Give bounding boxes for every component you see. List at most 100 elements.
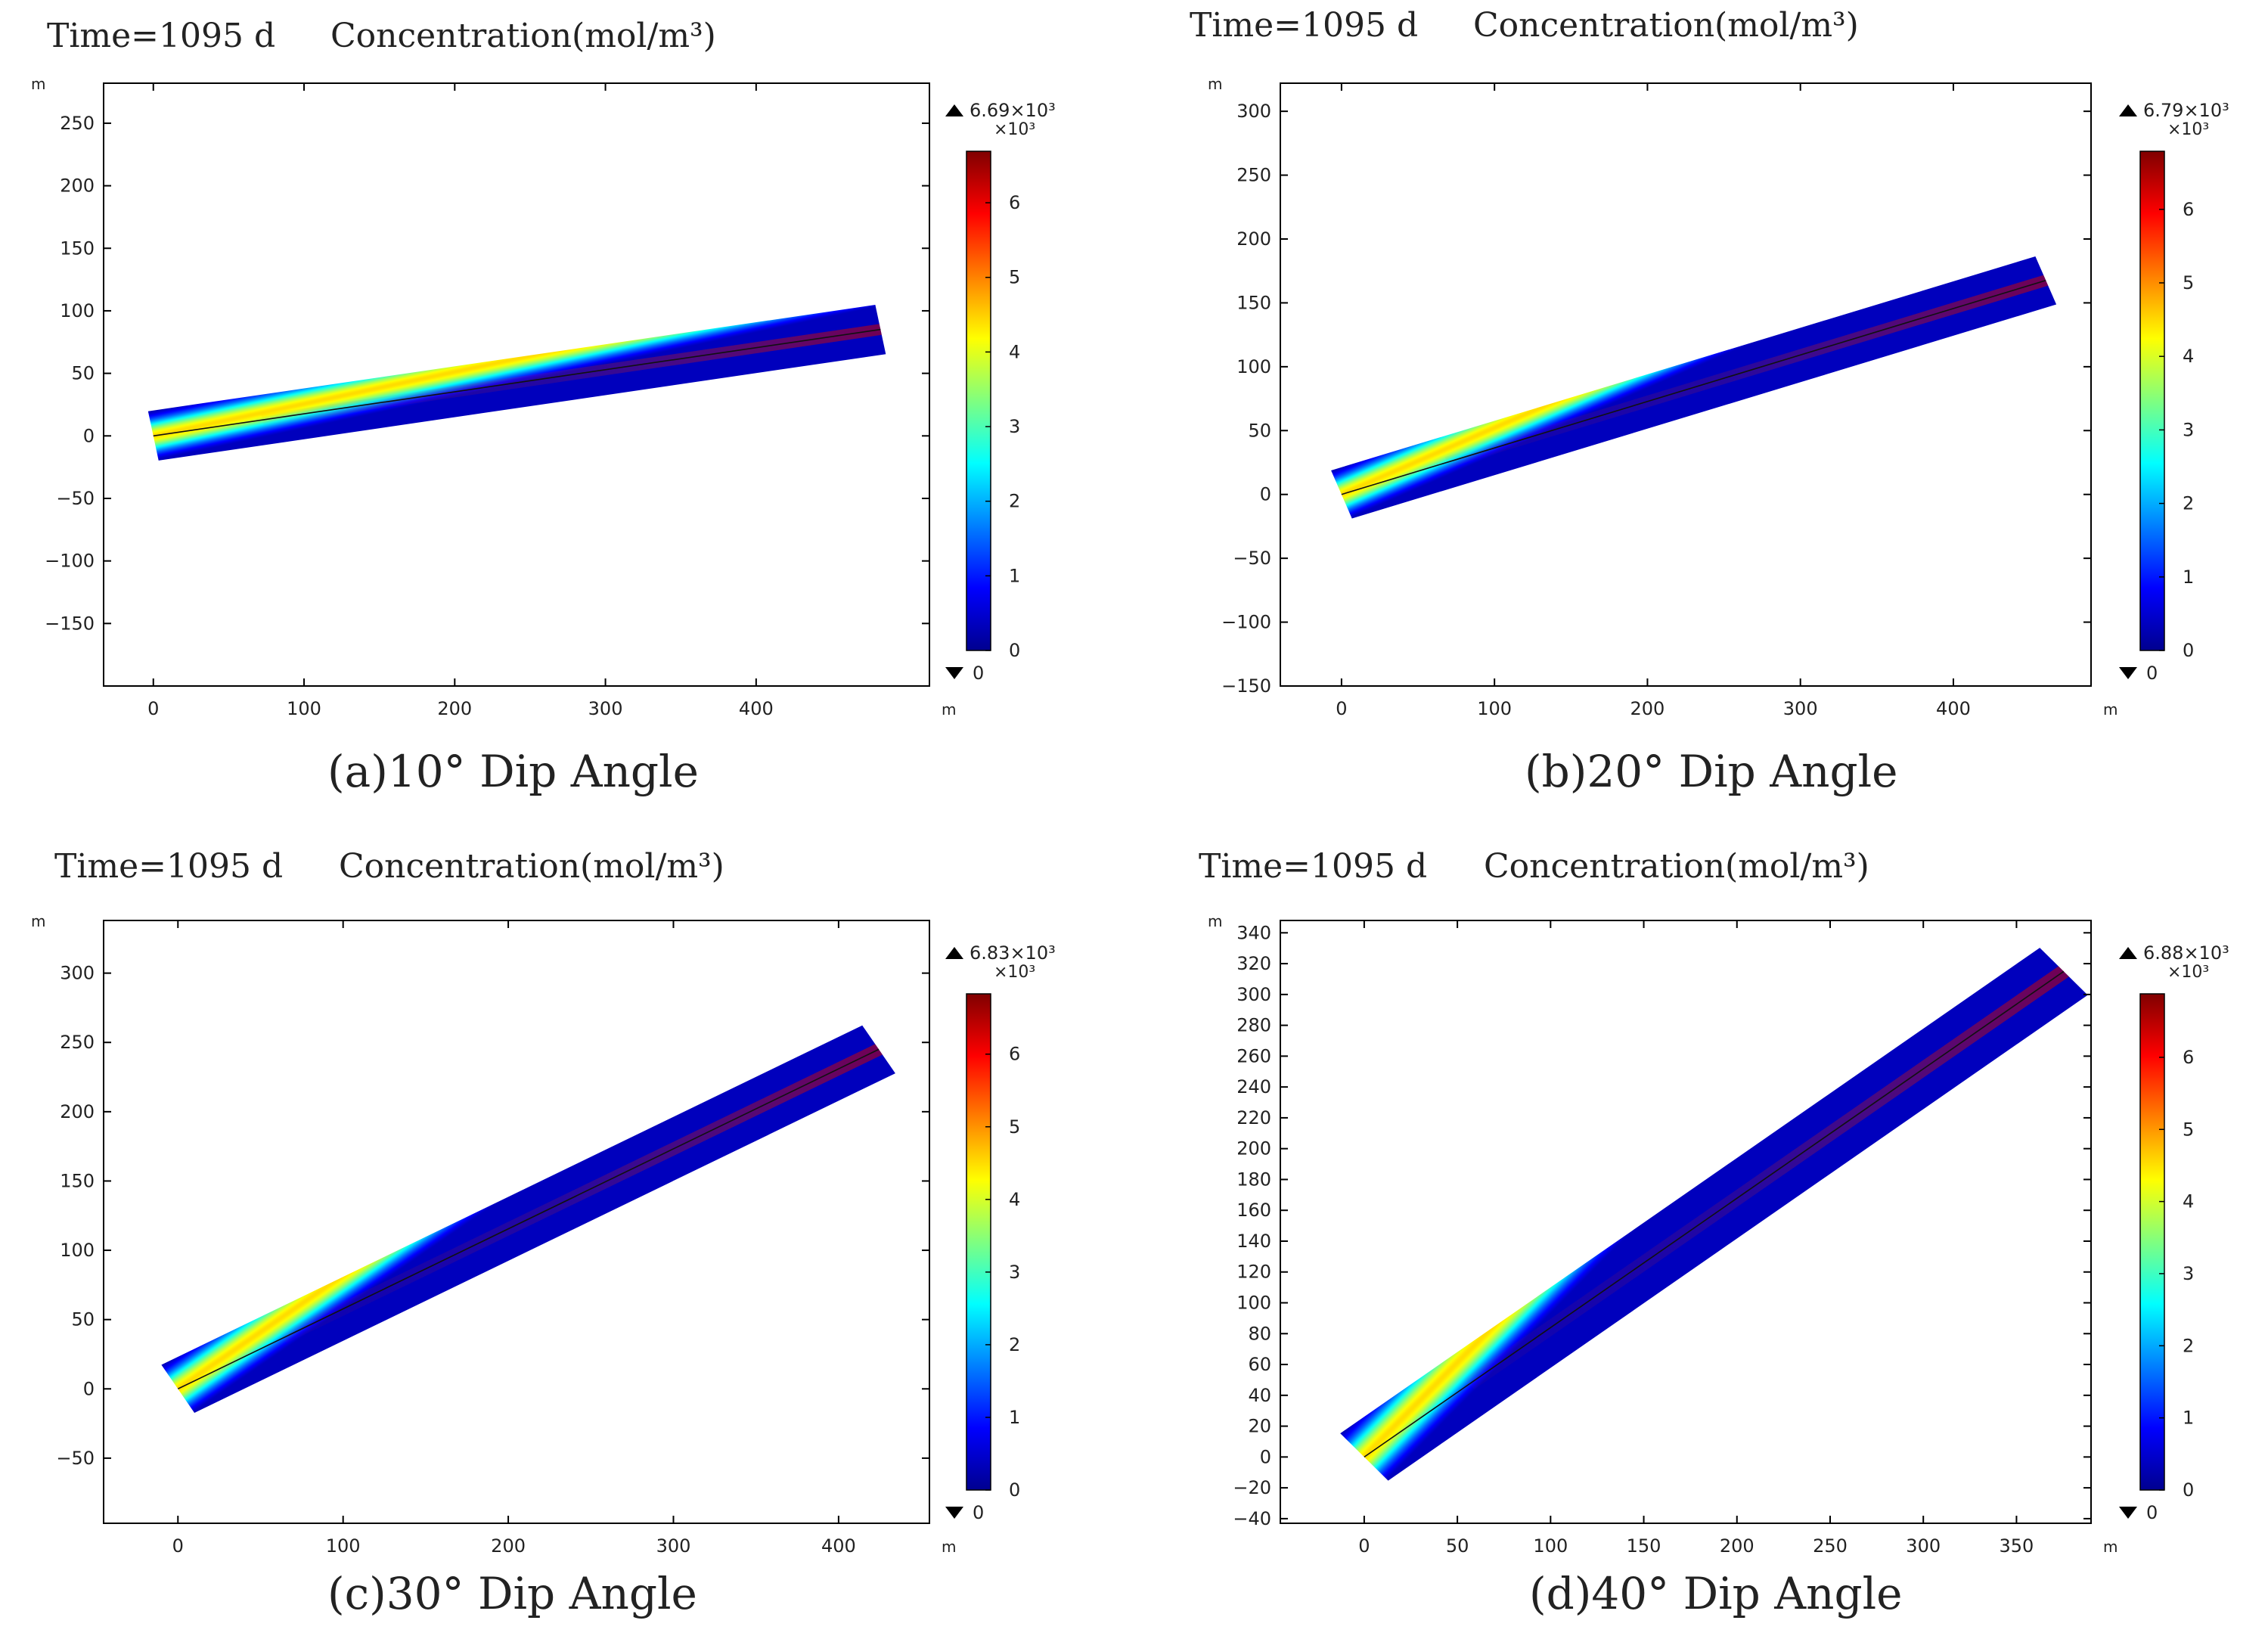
panel-b: Time=1095 d Concentration(mol/m³)0 100 200 3…: [1190, 6, 2229, 797]
colorbar-tick-label: 0: [1009, 1479, 1020, 1501]
colorbar-scale: [2139, 151, 2165, 651]
fracture-centerline: [1364, 970, 2065, 1458]
y-tick-label: 250: [1236, 165, 1271, 186]
colorbar-multiplier: ×10³: [994, 120, 1035, 139]
x-tick-label: 0: [172, 1535, 184, 1557]
colorbar-tick-label: 1: [2183, 1408, 2194, 1429]
concentration-field: [1340, 948, 2088, 1481]
concentration-field: [1331, 256, 2057, 519]
x-tick-label: 300: [1783, 698, 1818, 719]
colorbar-tick-label: 1: [1009, 1407, 1020, 1428]
colorbar-tick-label: 6: [2183, 199, 2194, 220]
y-tick-label: 150: [60, 237, 95, 259]
y-tick-label: 200: [60, 1101, 95, 1122]
x-tick-label: 100: [1533, 1535, 1568, 1557]
y-tick-label: 320: [1236, 953, 1271, 974]
x-tick-label: 250: [1813, 1535, 1848, 1557]
colorbar-tick-label: 3: [1009, 416, 1020, 437]
x-axis-unit: m: [942, 1538, 956, 1556]
x-tick-label: 150: [1627, 1535, 1661, 1557]
colorbar-multiplier: ×10³: [2167, 963, 2209, 982]
colorbar-min-label: 0: [2146, 1502, 2158, 1523]
x-tick-label: 0: [1358, 1535, 1370, 1557]
time-label: Time=1095 d: [1190, 6, 1418, 45]
max-triangle-icon: [945, 947, 963, 959]
y-tick-label: 120: [1236, 1262, 1271, 1283]
y-tick-label: −50: [56, 1448, 95, 1469]
y-tick-label: 250: [60, 113, 95, 134]
colorbar-tick-label: 1: [2183, 567, 2194, 588]
colorbar-tick-label: 5: [2183, 272, 2194, 293]
plot-frame: [1280, 82, 2092, 687]
y-tick-label: 150: [60, 1170, 95, 1191]
max-triangle-icon: [2119, 947, 2137, 959]
colorbar-max-label: 6.83×10³: [970, 942, 1056, 964]
time-label: Time=1095 d: [1199, 847, 1427, 886]
colorbar-tick-label: 3: [1009, 1262, 1020, 1283]
colorbar-tick-label: 0: [2183, 640, 2194, 661]
y-tick-label: −20: [1233, 1477, 1271, 1498]
colorbar: 0 1 2 3 4 5 6 6.69×10³×10³ 0: [945, 100, 1056, 684]
quantity-label: Concentration(mol/m³): [1473, 6, 1859, 45]
y-tick-label: 0: [83, 1378, 95, 1399]
panel-caption: (b)20° Dip Angle: [1525, 746, 1897, 797]
colorbar: 0 1 2 3 4 5 6 6.88×10³×10³ 0: [2119, 942, 2229, 1523]
y-tick-label: 80: [1248, 1323, 1271, 1344]
fracture-centerline: [153, 328, 881, 437]
y-tick-label: 0: [83, 425, 95, 446]
time-label: Time=1095 d: [47, 17, 275, 55]
quantity-label: Concentration(mol/m³): [330, 17, 716, 55]
min-triangle-icon: [2119, 1507, 2137, 1519]
x-tick-label: 400: [821, 1535, 856, 1557]
max-triangle-icon: [2119, 104, 2137, 116]
x-tick-label: 300: [588, 698, 623, 719]
colorbar-tick-label: 3: [2183, 1263, 2194, 1284]
y-tick-label: 240: [1236, 1076, 1271, 1097]
y-tick-label: 250: [60, 1032, 95, 1053]
quantity-label: Concentration(mol/m³): [339, 847, 724, 886]
colorbar-min-label: 0: [973, 663, 984, 684]
y-tick-label: 160: [1236, 1200, 1271, 1221]
colorbar-tick-label: 4: [1009, 1189, 1020, 1210]
colorbar-tick-label: 2: [2183, 1335, 2194, 1356]
y-tick-label: 300: [60, 963, 95, 984]
time-label: Time=1095 d: [54, 847, 283, 886]
panel-c: Time=1095 d Concentration(mol/m³) 0 1 0 0 200 3…: [31, 847, 1056, 1619]
colorbar-max-label: 6.88×10³: [2143, 942, 2229, 964]
panel-d: Time=1095 d Concentration(mol/m³)0 50 100 15…: [1199, 847, 2229, 1619]
y-tick-label: 200: [60, 175, 95, 197]
x-axis-unit: m: [2103, 700, 2118, 719]
x-tick-label: 100: [287, 698, 321, 719]
y-tick-label: 260: [1236, 1045, 1271, 1066]
plot-frame: [103, 82, 930, 687]
x-tick-label: 300: [1906, 1535, 1941, 1557]
fracture-centerline: [1341, 279, 2046, 495]
colorbar: 0 1 2 3 4 5 6 6.79×10³×10³ 0: [2119, 100, 2229, 684]
concentration-field: [147, 305, 886, 461]
colorbar-tick-label: 2: [2183, 493, 2194, 514]
colorbar-tick-label: 0: [2183, 1479, 2194, 1501]
y-tick-label: 200: [1236, 1138, 1271, 1159]
colorbar-tick-label: 0: [1009, 640, 1020, 661]
y-tick-label: 100: [1236, 1293, 1271, 1314]
y-tick-label: 40: [1248, 1385, 1271, 1406]
colorbar-max-label: 6.79×10³: [2143, 100, 2229, 121]
x-tick-label: 400: [739, 698, 774, 719]
plot-frame: [103, 920, 930, 1524]
x-tick-label: 0: [1336, 698, 1347, 719]
colorbar-tick-label: 2: [1009, 1334, 1020, 1355]
colorbar: 0 1 2 3 4 5 6 6.83×10³×10³ 0: [945, 942, 1056, 1523]
colorbar-tick-label: 2: [1009, 491, 1020, 512]
y-tick-label: 300: [1236, 101, 1271, 122]
max-triangle-icon: [945, 104, 963, 116]
x-axis-unit: m: [942, 700, 956, 719]
y-tick-label: 300: [1236, 984, 1271, 1005]
y-tick-label: −150: [1221, 675, 1271, 697]
fracture-centerline: [177, 1048, 880, 1389]
y-tick-label: 50: [71, 363, 95, 384]
y-tick-label: −100: [45, 551, 95, 572]
colorbar-tick-label: 4: [2183, 1191, 2194, 1212]
x-tick-label: 300: [656, 1535, 691, 1557]
y-tick-label: 220: [1236, 1107, 1271, 1128]
x-axis-unit: m: [2103, 1538, 2118, 1556]
